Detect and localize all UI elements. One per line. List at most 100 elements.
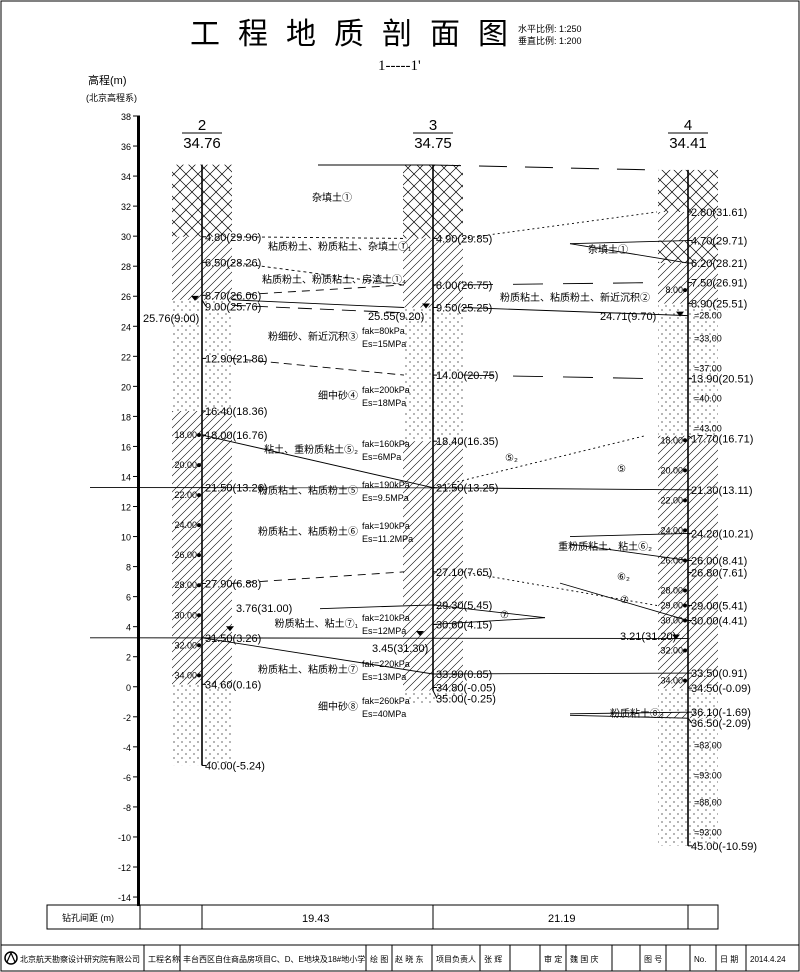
stratum-boundary [319, 604, 434, 610]
n-value: =28.00 [694, 311, 722, 321]
sample-depth: 32.00 [660, 646, 683, 656]
stratum-boundary [231, 284, 405, 296]
axis-tick-label: 26 [121, 292, 131, 302]
n-value: =93.00 [694, 827, 722, 837]
layer-name: 重粉质粘土、粘土⑥₂ [558, 540, 652, 553]
sample-marker [683, 438, 687, 443]
axis-label: 高程(m) [88, 73, 127, 87]
sample-depth: 30.00 [174, 610, 197, 620]
depth-label: 4.70(29.71) [691, 236, 747, 248]
borehole-columns [172, 164, 718, 846]
layer-name: 杂填土① [588, 243, 628, 256]
layer-name: 粉质粘土⑧₂ [610, 707, 664, 720]
depth-label: 40.00(-5.24) [205, 760, 265, 772]
sample-marker [683, 603, 687, 608]
n-value: =88.00 [694, 797, 722, 807]
depth-label: 34.60(0.16) [205, 679, 261, 691]
depth-label: 9.00(25.76) [205, 301, 261, 313]
borehole-id: 3 [429, 117, 437, 134]
compression-modulus: Es=13MPa [362, 672, 406, 682]
water-level-label: 24.71(9.70) [600, 311, 656, 323]
depth-label: 18.40(16.35) [436, 436, 498, 448]
ground-line-dashed [432, 164, 658, 171]
sample-marker [197, 613, 201, 618]
depth-label: 18.00(16.76) [205, 430, 267, 442]
depth-label: 21.30(13.11) [691, 485, 753, 497]
sample-depth: 18.00 [174, 430, 197, 440]
sample-marker [683, 498, 687, 503]
layer-name: ⑦ [620, 595, 629, 606]
sample-depth: 24.00 [660, 525, 683, 535]
sample-depth: 34.00 [174, 670, 197, 680]
depth-tick [687, 435, 693, 439]
sample-depth: 26.00 [660, 555, 683, 565]
depth-label: 34.80(-0.05) [436, 683, 496, 695]
stratum-boundary [231, 571, 405, 584]
stratum-boundary [569, 543, 689, 561]
compression-modulus: Es=40MPa [362, 709, 406, 719]
axis-tick-label: 18 [121, 412, 131, 422]
elevation-axis: 38363432302826242220181614121086420-2-4-… [118, 112, 140, 907]
depth-label: 24.20(10.21) [691, 528, 753, 540]
axis-tick-label: -4 [123, 743, 131, 753]
depth-label: 31.50(3.26) [205, 633, 261, 645]
spacing-table: 钻孔间距 (m) 19.43 21.19 [46, 904, 719, 930]
title-block: 北京航天勘察设计研究院有限公司 工程名称 丰台西区自住商品房项目C、D、E地块及18… [0, 944, 800, 972]
axis-tick-label: 12 [121, 503, 131, 513]
borehole-elevation: 34.75 [414, 135, 452, 152]
water-level-label: 25.76(9.00) [143, 313, 199, 325]
axis-tick-label: 22 [121, 352, 131, 362]
axis-tick-label: 30 [121, 232, 131, 242]
stratum-boundaries: 25.76(9.00) 25.55(9.20) 24.71(9.70) 3.76(31… [89, 164, 689, 719]
layer-name: 粘质粉土、粉质粘土、房渣土①₄ [262, 273, 406, 286]
layer-labels: 杂填土① 粘质粉土、粉质粘土、杂填土①₁ 粘质粉土、粉质粘土、房渣土①₄ 粉质粘土、粘… [258, 191, 664, 720]
sample-depth: 32.00 [174, 640, 197, 650]
bearing-capacity: fak=190kPa [362, 521, 410, 531]
depth-label: 6.20(28.21) [691, 258, 747, 270]
sample-depth: 28.00 [660, 585, 683, 595]
sample-marker [197, 643, 201, 648]
stratum-boundary [432, 604, 546, 619]
title-block-drawing-no: No. [694, 955, 706, 964]
layer-name: 细中砂⑧ [318, 700, 358, 713]
title-block-drawing-no-label: 图 号 [644, 955, 662, 964]
water-level-icon [226, 626, 234, 632]
depth-label: 12.90(21.86) [205, 353, 267, 365]
depth-label: 21.50(13.26) [205, 483, 267, 495]
layer-name: 粉质粘土、粘质粉土⑤ [258, 484, 358, 497]
depth-tick [687, 717, 693, 724]
sample-depth: 30.00 [660, 616, 683, 626]
water-level-icon [672, 634, 680, 640]
bearing-capacity: fak=190kPa [362, 480, 410, 490]
water-level-icon [191, 295, 199, 301]
depth-label: 8.00(26.75) [436, 280, 492, 292]
axis-tick-label: 0 [126, 683, 131, 693]
depth-label: 29.00(5.41) [691, 601, 747, 613]
layer-name: 粉质粘土、粘质粉土⑥ [258, 525, 358, 538]
stratum-boundary [462, 374, 658, 380]
compression-modulus: Es=11.2MPa [362, 534, 413, 544]
spacing-2-3: 19.43 [302, 913, 330, 925]
axis-tick-label: -12 [118, 863, 131, 873]
bearing-capacity: fak=80kPa [362, 326, 405, 336]
spacing-3-4: 21.19 [548, 913, 576, 925]
axis-tick-label: 2 [126, 653, 131, 663]
stratum-boundary [569, 240, 689, 245]
compression-modulus: Es=18MPa [362, 398, 406, 408]
compression-modulus: Es=6MPa [362, 452, 401, 462]
stratum-boundary [462, 307, 689, 317]
sample-marker [197, 583, 201, 588]
axis-tick-label: -8 [123, 803, 131, 813]
sample-depth: 22.00 [660, 495, 683, 505]
n-value: =43.00 [694, 423, 722, 433]
depth-tick [201, 299, 207, 307]
n-value: =40.00 [694, 393, 722, 403]
title-block-project: 丰台西区自住商品房项目C、D、E地块及18#地小学 [183, 954, 365, 964]
depth-label: 8.90(25.51) [691, 299, 747, 311]
layer-name: 细中砂④ [318, 389, 358, 402]
sample-marker [683, 588, 687, 593]
layer-name: ⑥₂ [617, 572, 630, 583]
water-level-label: 3.21(31.20) [620, 631, 676, 643]
depth-label: 30.00(4.41) [691, 616, 747, 628]
depth-label: 16.40(18.36) [205, 406, 267, 418]
